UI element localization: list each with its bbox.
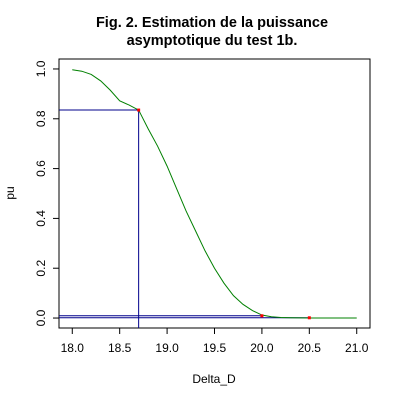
y-tick-label: 0.4 (34, 210, 48, 227)
y-tick-label: 0.0 (34, 309, 48, 326)
y-axis-label: pu (3, 186, 17, 199)
y-tick-label: 0.8 (34, 110, 48, 127)
x-tick-label: 18.0 (61, 341, 85, 355)
chart-title-line-2: asymptotique du test 1b. (127, 33, 298, 49)
power-curve-line (72, 69, 357, 319)
highlight-point (137, 108, 141, 112)
x-tick-label: 21.0 (345, 341, 369, 355)
highlight-point (307, 316, 311, 320)
x-tick-label: 20.5 (298, 341, 322, 355)
y-axis: 0.0 0.2 0.4 0.6 0.8 1.0 (34, 60, 59, 326)
chart-title-line-1: Fig. 2. Estimation de la puissance (96, 15, 328, 31)
highlight-point (260, 314, 264, 318)
y-tick-label: 0.2 (34, 260, 48, 277)
x-tick-label: 20.0 (250, 341, 274, 355)
x-tick-label: 19.0 (155, 341, 179, 355)
plot-area (59, 69, 357, 328)
x-tick-label: 19.5 (203, 341, 227, 355)
plot-frame (58, 58, 371, 329)
x-tick-label: 18.5 (108, 341, 132, 355)
y-tick-label: 1.0 (34, 60, 48, 77)
y-tick-label: 0.6 (34, 160, 48, 177)
x-axis-label: Delta_D (192, 372, 236, 386)
x-axis: 18.0 18.5 19.0 19.5 20.0 20.5 21.0 (61, 328, 369, 355)
